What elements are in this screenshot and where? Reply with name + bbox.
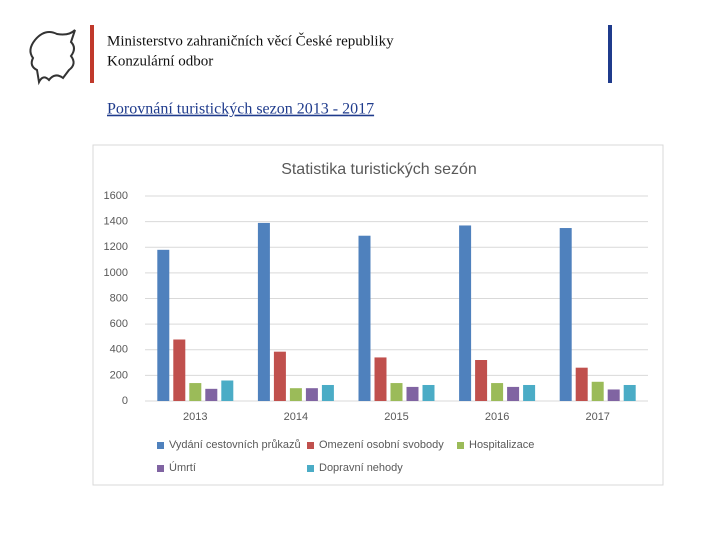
blue-divider: [608, 25, 612, 83]
x-tick-label: 2015: [384, 411, 408, 423]
chart-title: Statistika turistických sezón: [281, 161, 477, 178]
link[interactable]: Porovnání turistických sezon 2013 - 2017: [107, 101, 374, 118]
legend-label: Omezení osobní svobody: [319, 439, 444, 451]
bar: [523, 384, 536, 401]
legend-label: Hospitalizace: [469, 439, 534, 451]
legend-swatch: [307, 465, 314, 472]
bar: [491, 383, 504, 401]
chart: 0 200 400 600 800 1000 1200 1400 1600 2013 2014 201…: [104, 190, 648, 474]
bar: [475, 360, 488, 401]
bar: [591, 381, 604, 401]
y-tick-label: 400: [110, 344, 128, 356]
department: Konzulární odbor: [107, 53, 213, 69]
y-tick-label: 0: [122, 395, 128, 407]
bar: [157, 249, 170, 401]
legend-swatch: [157, 465, 164, 472]
logo: [29, 29, 76, 86]
bar: [406, 386, 419, 401]
bar: [305, 388, 318, 401]
y-tick-label: 1000: [104, 267, 128, 279]
legend-label: Úmrtí: [169, 461, 196, 474]
bar: [422, 384, 435, 401]
y-tick-label: 800: [110, 292, 128, 304]
bar: [221, 380, 234, 401]
x-tick-label: 2013: [183, 411, 207, 423]
bar: [459, 225, 472, 401]
bar: [205, 388, 218, 401]
bar: [607, 389, 620, 401]
y-tick-label: 1400: [104, 216, 128, 228]
x-tick-label: 2016: [485, 411, 509, 423]
legend-swatch: [157, 442, 164, 449]
bar: [289, 388, 302, 401]
x-tick-label: 2014: [284, 411, 308, 423]
y-tick-label: 200: [110, 369, 128, 381]
legend-label: Dopravní nehody: [319, 462, 403, 474]
bar: [507, 386, 520, 401]
bar: [374, 357, 387, 401]
bar: [559, 228, 572, 401]
bar: [575, 367, 588, 401]
bar: [390, 383, 403, 401]
bar: [358, 235, 371, 401]
bar: [189, 383, 202, 401]
bar: [257, 222, 270, 401]
red-divider: [90, 25, 94, 83]
legend-label: Vydání cestovních průkazů: [169, 439, 301, 451]
legend-swatch: [457, 442, 464, 449]
bar: [623, 384, 636, 401]
y-tick-label: 600: [110, 318, 128, 330]
y-tick-label: 1600: [104, 190, 128, 202]
y-tick-label: 1200: [104, 241, 128, 253]
ministry: Ministerstvo zahraničních věcí České rep…: [107, 32, 394, 49]
x-tick-label: 2017: [585, 411, 609, 423]
bar: [273, 351, 286, 401]
bar: [173, 339, 186, 401]
bar: [321, 384, 334, 401]
legend-swatch: [307, 442, 314, 449]
